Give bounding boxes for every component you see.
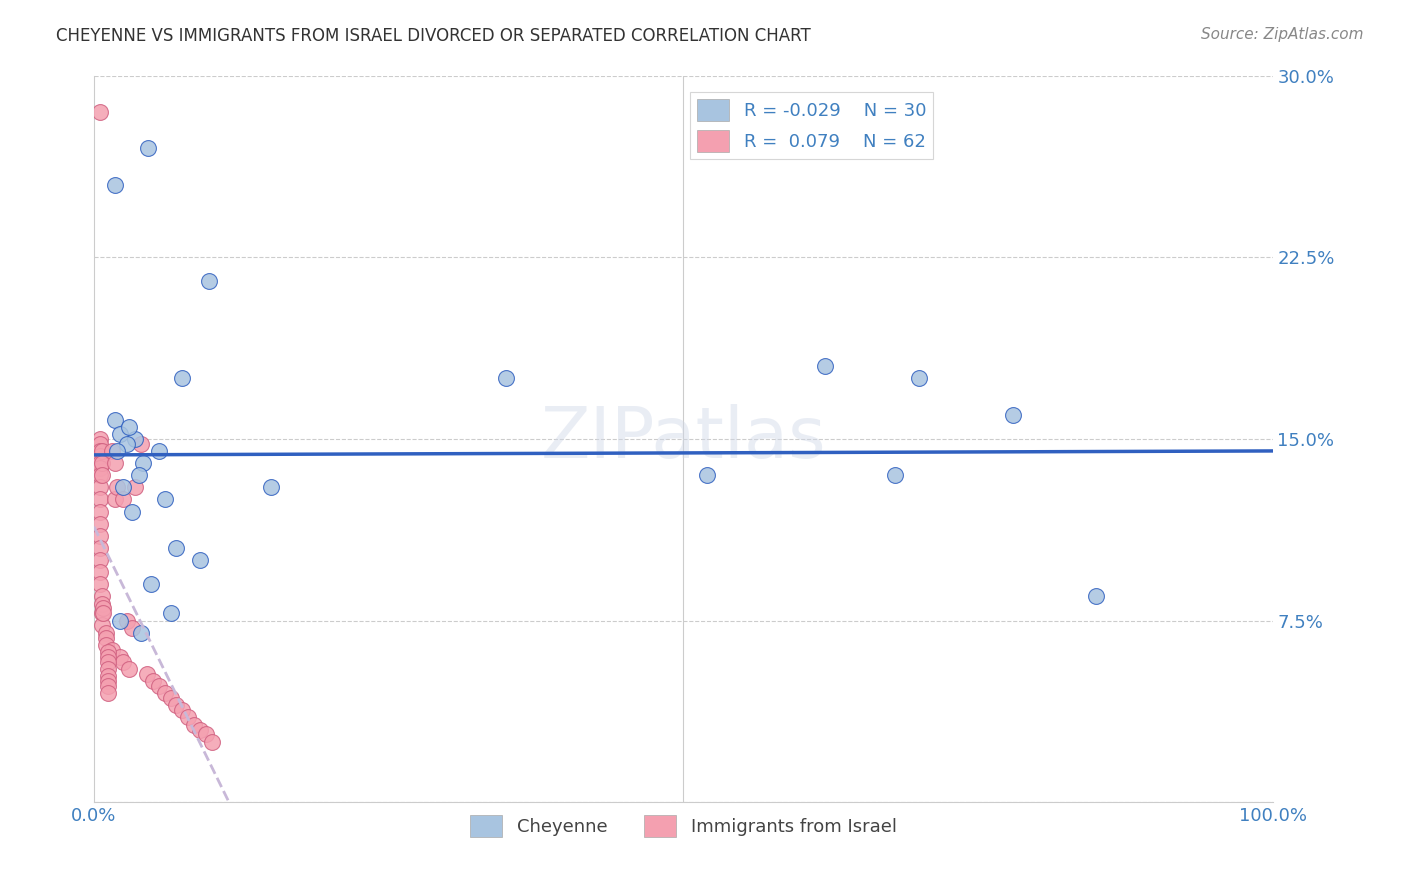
Point xyxy=(108,614,131,628)
Point xyxy=(194,727,217,741)
Point xyxy=(97,679,120,693)
Point xyxy=(104,492,127,507)
Point xyxy=(89,432,111,446)
Point xyxy=(908,371,931,385)
Point xyxy=(89,492,111,507)
Point xyxy=(201,735,224,749)
Point xyxy=(814,359,837,374)
Point xyxy=(139,577,162,591)
Point xyxy=(97,655,120,669)
Point xyxy=(89,456,111,470)
Point xyxy=(124,432,146,446)
Point xyxy=(129,436,152,450)
Point xyxy=(112,480,135,494)
Point xyxy=(142,674,165,689)
Point xyxy=(136,666,159,681)
Point xyxy=(260,480,283,494)
Point xyxy=(121,621,143,635)
Point xyxy=(172,703,194,717)
Point xyxy=(89,449,111,463)
Point xyxy=(89,436,111,450)
Point xyxy=(884,468,907,483)
Point xyxy=(97,662,120,676)
Point xyxy=(495,371,517,385)
Point xyxy=(165,698,187,713)
Point xyxy=(198,275,221,289)
Point xyxy=(188,553,211,567)
Point xyxy=(89,480,111,494)
Point xyxy=(104,178,127,192)
Point xyxy=(89,529,111,543)
Point xyxy=(94,631,117,645)
Point xyxy=(108,427,131,442)
Point xyxy=(107,444,129,458)
Point xyxy=(100,642,122,657)
Point xyxy=(89,516,111,531)
Point xyxy=(93,601,115,615)
Point xyxy=(89,461,111,475)
Legend: Cheyenne, Immigrants from Israel: Cheyenne, Immigrants from Israel xyxy=(463,807,904,844)
Point xyxy=(188,723,211,737)
Point xyxy=(104,456,127,470)
Point xyxy=(89,541,111,555)
Point xyxy=(121,505,143,519)
Point xyxy=(148,444,170,458)
Point xyxy=(104,412,127,426)
Point xyxy=(89,104,111,119)
Text: CHEYENNE VS IMMIGRANTS FROM ISRAEL DIVORCED OR SEPARATED CORRELATION CHART: CHEYENNE VS IMMIGRANTS FROM ISRAEL DIVOR… xyxy=(56,27,811,45)
Point xyxy=(91,597,114,611)
Point xyxy=(696,468,718,483)
Point xyxy=(124,480,146,494)
Point xyxy=(112,492,135,507)
Point xyxy=(183,717,205,731)
Point xyxy=(1002,408,1025,422)
Point xyxy=(172,371,194,385)
Point xyxy=(93,607,115,621)
Point xyxy=(107,480,129,494)
Point xyxy=(115,614,138,628)
Point xyxy=(91,444,114,458)
Point xyxy=(94,625,117,640)
Text: ZIPatlas: ZIPatlas xyxy=(540,404,827,474)
Point xyxy=(177,710,200,724)
Point xyxy=(91,618,114,632)
Point xyxy=(136,141,159,155)
Point xyxy=(97,686,120,700)
Point xyxy=(100,444,122,458)
Point xyxy=(115,436,138,450)
Point xyxy=(159,691,181,706)
Point xyxy=(148,679,170,693)
Point xyxy=(129,625,152,640)
Point xyxy=(97,645,120,659)
Point xyxy=(89,444,111,458)
Point xyxy=(97,669,120,683)
Point xyxy=(108,649,131,664)
Point xyxy=(159,607,181,621)
Point xyxy=(165,541,187,555)
Point xyxy=(94,638,117,652)
Point xyxy=(89,577,111,591)
Point xyxy=(118,419,141,434)
Point xyxy=(153,686,176,700)
Point xyxy=(132,456,155,470)
Point xyxy=(128,468,150,483)
Point xyxy=(89,505,111,519)
Point xyxy=(91,468,114,483)
Point xyxy=(1084,590,1107,604)
Point xyxy=(91,607,114,621)
Point xyxy=(97,649,120,664)
Point xyxy=(91,456,114,470)
Text: Source: ZipAtlas.com: Source: ZipAtlas.com xyxy=(1201,27,1364,42)
Point xyxy=(89,468,111,483)
Point xyxy=(91,590,114,604)
Point xyxy=(118,662,141,676)
Point xyxy=(153,492,176,507)
Point xyxy=(112,655,135,669)
Point xyxy=(97,674,120,689)
Point xyxy=(89,553,111,567)
Point xyxy=(89,565,111,579)
